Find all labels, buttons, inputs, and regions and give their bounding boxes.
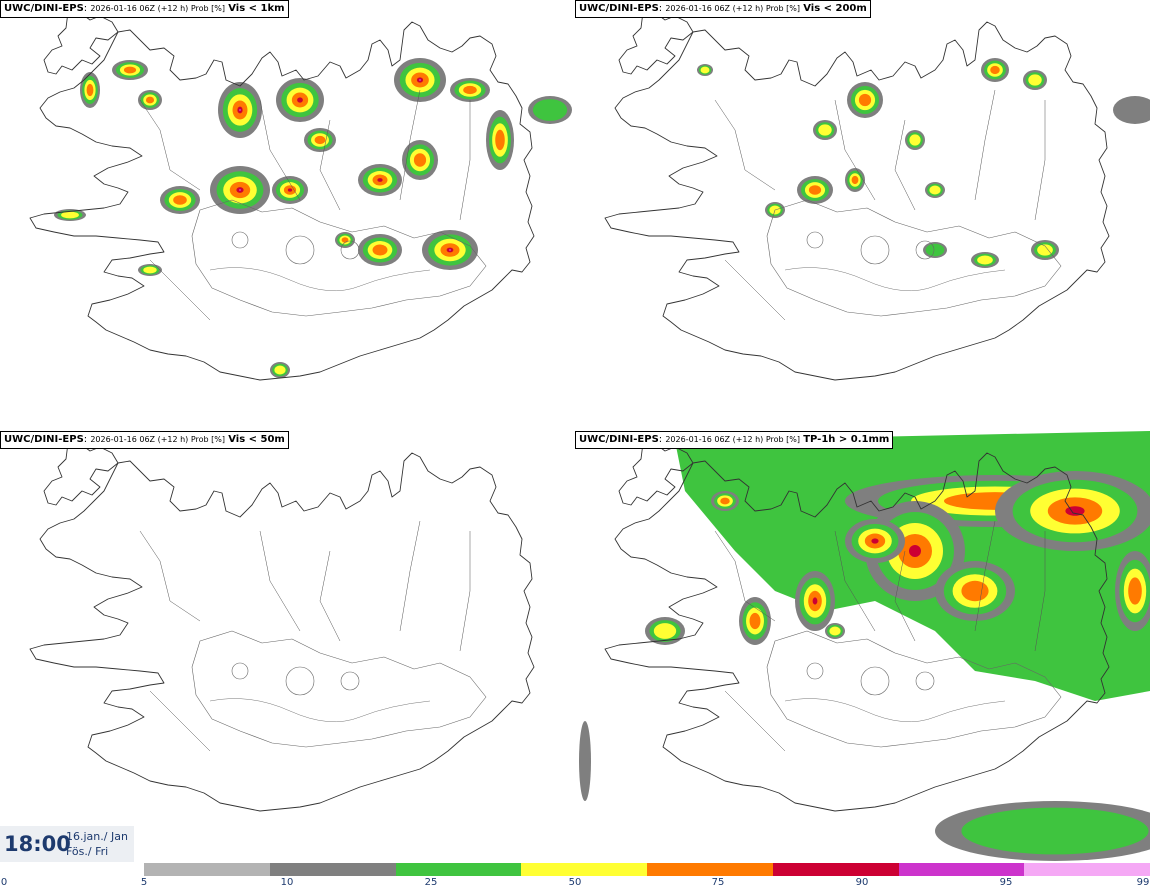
- probability-contour: [990, 65, 1000, 75]
- colorbar-tick-label: 99: [1136, 877, 1150, 888]
- colorbar-tick-label: 5: [140, 877, 148, 888]
- probability-contour: [829, 626, 841, 636]
- probability-contour: [173, 195, 187, 205]
- probability-contour: [123, 66, 137, 74]
- colorbar-segment: [898, 863, 1025, 876]
- probability-contour: [977, 255, 993, 265]
- panel-title: UWC/DINI-EPS: 2026-01-16 06Z (+12 h) Pro…: [0, 431, 289, 449]
- panel-title: UWC/DINI-EPS: 2026-01-16 06Z (+12 h) Pro…: [0, 0, 289, 18]
- probability-contour: [61, 211, 79, 219]
- valid-time: 18:00: [4, 832, 71, 856]
- map-panel-vis-200m: UWC/DINI-EPS: 2026-01-16 06Z (+12 h) Pro…: [575, 0, 1150, 431]
- colorbar-tick-label: 75: [711, 877, 725, 888]
- valid-date: 16.jan./ Jan: [66, 830, 128, 843]
- colorbar: [144, 863, 1150, 876]
- probability-contour: [925, 243, 945, 257]
- probability-contour: [909, 134, 921, 146]
- colorbar-tick-label: 50: [568, 877, 582, 888]
- panel-title: UWC/DINI-EPS: 2026-01-16 06Z (+12 h) Pro…: [575, 431, 894, 449]
- colorbar-tick-label: 90: [855, 877, 869, 888]
- probability-contour: [808, 185, 822, 195]
- probability-contour: [700, 66, 710, 74]
- probability-contour: [720, 497, 730, 505]
- probability-contour: [961, 580, 989, 602]
- probability-contour: [858, 93, 872, 107]
- colorbar-segment: [144, 863, 270, 876]
- colorbar-segment: [521, 863, 647, 876]
- probability-contour: [1037, 244, 1053, 256]
- probability-contour: [297, 97, 303, 103]
- probability-contour: [929, 185, 941, 195]
- panel-title: UWC/DINI-EPS: 2026-01-16 06Z (+12 h) Pro…: [575, 0, 871, 18]
- probability-contour: [419, 79, 421, 81]
- probability-contour: [274, 365, 286, 375]
- probability-contour: [532, 99, 568, 121]
- probability-contour: [314, 135, 326, 145]
- probability-contour: [909, 545, 921, 557]
- probability-contour: [812, 597, 818, 605]
- colorbar-segment: [647, 863, 773, 876]
- probability-contour: [413, 153, 427, 167]
- colorbar-segment: [269, 863, 396, 876]
- probability-contour: [143, 266, 157, 274]
- map-panel-vis-50m: UWC/DINI-EPS: 2026-01-16 06Z (+12 h) Pro…: [0, 431, 575, 862]
- iceland-map: [604, 9, 1150, 381]
- probability-contour: [579, 721, 591, 801]
- probability-contour: [871, 538, 879, 544]
- map-panel-vis-1km: UWC/DINI-EPS: 2026-01-16 06Z (+12 h) Pro…: [0, 0, 575, 431]
- probability-contour: [341, 237, 349, 243]
- iceland-map: [579, 431, 1150, 861]
- colorbar-segment: [395, 863, 522, 876]
- colorbar-tick-label: 25: [424, 877, 438, 888]
- probability-contour: [239, 109, 241, 111]
- iceland-map: [29, 440, 535, 812]
- probability-contour: [463, 85, 477, 95]
- probability-contour: [1113, 96, 1150, 124]
- colorbar-tick-label: 10: [280, 877, 294, 888]
- probability-contour: [287, 188, 293, 192]
- iceland-map: [29, 9, 572, 381]
- colorbar-segment: [1024, 863, 1150, 876]
- valid-time-box: 18:00 16.jan./ Jan Fös./ Fri: [0, 826, 134, 862]
- probability-contour: [377, 178, 383, 182]
- probability-contour: [449, 249, 451, 251]
- probability-contour: [145, 96, 155, 104]
- probability-contour: [961, 807, 1149, 855]
- probability-contour: [495, 129, 505, 151]
- probability-contour: [749, 612, 761, 630]
- probability-contour: [818, 124, 832, 136]
- colorbar-segment: [772, 863, 899, 876]
- probability-contour: [86, 83, 94, 97]
- probability-contour: [653, 623, 677, 639]
- colorbar-tick-label: 0: [0, 877, 8, 888]
- probability-contour: [1028, 74, 1042, 86]
- valid-weekday: Fös./ Fri: [66, 845, 109, 858]
- probability-contour: [1128, 577, 1142, 605]
- probability-contour: [372, 244, 388, 256]
- probability-contour: [851, 175, 859, 185]
- probability-contour: [239, 189, 241, 191]
- map-panel-precip: UWC/DINI-EPS: 2026-01-16 06Z (+12 h) Pro…: [575, 431, 1150, 862]
- colorbar-ticks: 0 5 10 25 50 75 90 95 99: [0, 877, 1150, 891]
- colorbar-tick-label: 95: [999, 877, 1013, 888]
